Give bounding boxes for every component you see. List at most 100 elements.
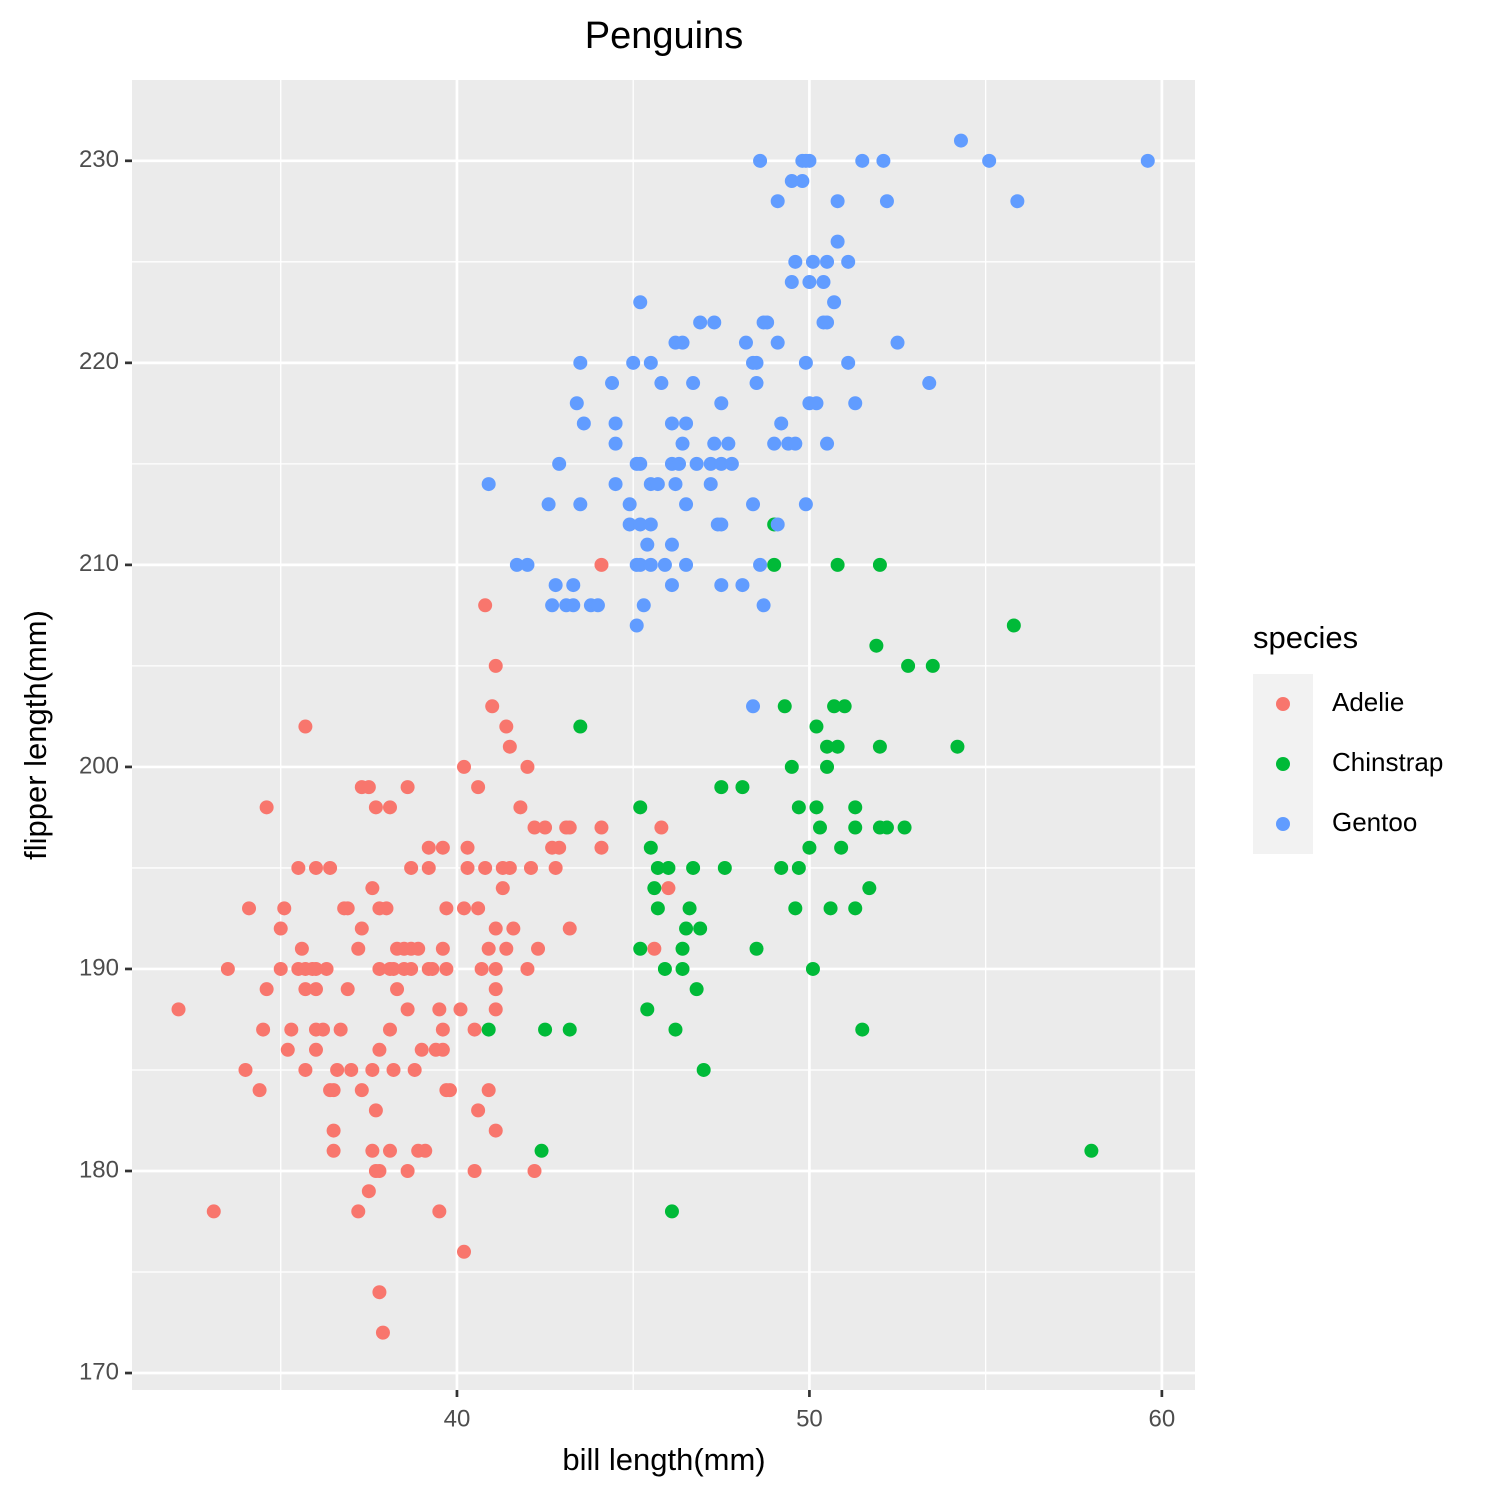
point: [682, 901, 697, 916]
point: [365, 1062, 380, 1077]
y-tick-label: 220: [79, 348, 119, 375]
point: [481, 941, 496, 956]
point: [439, 901, 454, 916]
point: [316, 1022, 331, 1037]
point: [280, 1042, 295, 1057]
point: [809, 800, 824, 815]
point: [361, 1184, 376, 1199]
point: [562, 1022, 577, 1037]
point: [650, 860, 665, 875]
point: [820, 759, 835, 774]
point: [714, 456, 729, 471]
point: [432, 1204, 447, 1219]
point: [650, 901, 665, 916]
point: [372, 1285, 387, 1300]
point: [901, 658, 916, 673]
point: [242, 901, 257, 916]
point: [298, 1062, 313, 1077]
point: [407, 1062, 422, 1077]
point: [922, 376, 937, 391]
point: [495, 881, 510, 896]
point: [259, 800, 274, 815]
point: [735, 780, 750, 795]
legend-key: [1276, 757, 1290, 771]
point: [848, 800, 863, 815]
point: [809, 396, 824, 411]
point: [566, 598, 581, 613]
point: [545, 598, 560, 613]
point: [552, 840, 567, 855]
point: [594, 557, 609, 572]
point: [982, 153, 997, 168]
point: [298, 719, 313, 734]
point: [693, 315, 708, 330]
point: [594, 820, 609, 835]
x-tick-label: 50: [796, 1405, 823, 1432]
point: [351, 941, 366, 956]
point: [488, 921, 503, 936]
legend-label: Adelie: [1332, 687, 1404, 717]
point: [798, 497, 813, 512]
point: [679, 416, 694, 431]
point: [802, 275, 817, 290]
legend-key: [1276, 817, 1290, 831]
point: [633, 517, 648, 532]
point: [273, 921, 288, 936]
point: [365, 881, 380, 896]
point: [432, 1002, 447, 1017]
point: [661, 881, 676, 896]
point: [855, 153, 870, 168]
point: [879, 194, 894, 209]
point: [657, 557, 672, 572]
point: [746, 497, 761, 512]
point: [527, 1163, 542, 1178]
point: [1010, 194, 1025, 209]
point: [664, 416, 679, 431]
point: [738, 335, 753, 350]
x-tick-label: 40: [444, 1405, 471, 1432]
legend: species Adelie Chinstrap Gentoo: [1253, 620, 1443, 854]
point: [672, 456, 687, 471]
point: [714, 780, 729, 795]
point: [830, 194, 845, 209]
point: [562, 921, 577, 936]
point: [869, 638, 884, 653]
point: [841, 254, 856, 269]
point: [647, 941, 662, 956]
point: [256, 1022, 271, 1037]
point: [471, 901, 486, 916]
point: [746, 699, 761, 714]
point: [478, 860, 493, 875]
point: [291, 860, 306, 875]
point: [679, 497, 694, 512]
point: [294, 941, 309, 956]
point: [770, 335, 785, 350]
point: [837, 699, 852, 714]
point: [457, 759, 472, 774]
point: [820, 436, 835, 451]
point: [668, 477, 683, 492]
point: [664, 1204, 679, 1219]
point: [643, 557, 658, 572]
point: [474, 961, 489, 976]
point: [488, 658, 503, 673]
point: [950, 739, 965, 754]
point: [707, 436, 722, 451]
point: [238, 1062, 253, 1077]
point: [372, 1163, 387, 1178]
point: [925, 658, 940, 673]
point: [714, 517, 729, 532]
point: [767, 436, 782, 451]
point: [576, 416, 591, 431]
point: [841, 355, 856, 370]
point: [590, 598, 605, 613]
points: [171, 133, 1155, 1340]
point: [798, 355, 813, 370]
point: [548, 860, 563, 875]
point: [386, 1062, 401, 1077]
point: [548, 578, 563, 593]
point: [791, 800, 806, 815]
point: [344, 1062, 359, 1077]
point: [633, 295, 648, 310]
